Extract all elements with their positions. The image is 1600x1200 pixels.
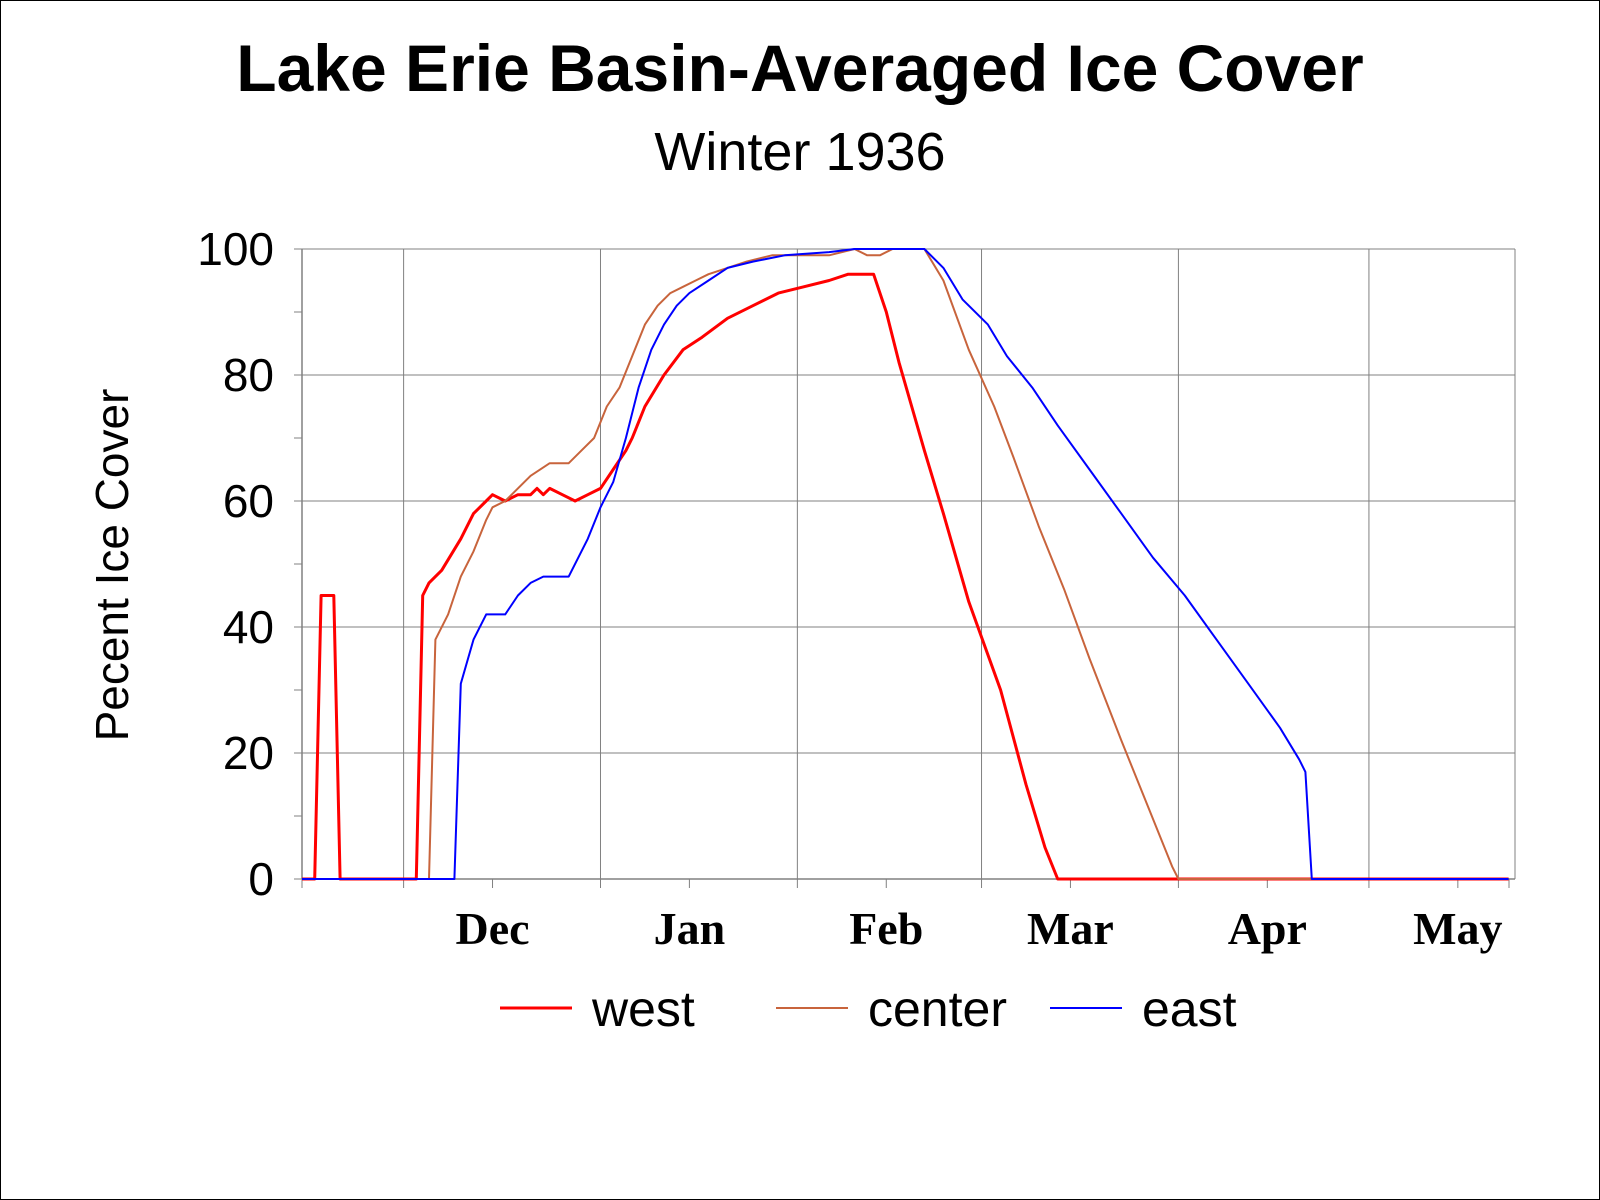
y-tick-labels: 0 20 40 60 80 100 <box>197 223 274 905</box>
y-tick-label: 60 <box>223 475 274 527</box>
series-group <box>302 248 1509 881</box>
y-tick-label: 0 <box>248 853 274 905</box>
legend-label-center: center <box>868 981 1007 1037</box>
plot-background <box>302 249 1515 879</box>
x-tick-label-mar: Mar <box>1027 903 1114 954</box>
x-tick-labels: Dec Jan Feb Mar Apr May <box>455 903 1502 954</box>
legend-label-west: west <box>591 981 695 1037</box>
chart-subtitle: Winter 1936 <box>654 122 946 182</box>
y-tick-label: 100 <box>197 223 274 275</box>
y-tick-label: 40 <box>223 601 274 653</box>
x-tick-label-feb: Feb <box>849 903 923 954</box>
series-line-west <box>302 272 1509 881</box>
x-tick-label-apr: Apr <box>1228 903 1307 954</box>
legend-label-east: east <box>1142 981 1237 1037</box>
y-tick-label: 80 <box>223 349 274 401</box>
series-line-center <box>302 248 1509 880</box>
legend: west center east <box>500 981 1237 1037</box>
chart-title: Lake Erie Basin-Averaged Ice Cover <box>236 31 1364 105</box>
y-axis-label: Pecent Ice Cover <box>86 389 138 742</box>
x-tick-label-jan: Jan <box>654 903 726 954</box>
y-tick-label: 20 <box>223 727 274 779</box>
x-tick-label-may: May <box>1413 903 1502 954</box>
plot-area <box>302 249 1515 879</box>
series-line-east <box>302 248 1509 880</box>
x-tick-label-dec: Dec <box>455 903 529 954</box>
